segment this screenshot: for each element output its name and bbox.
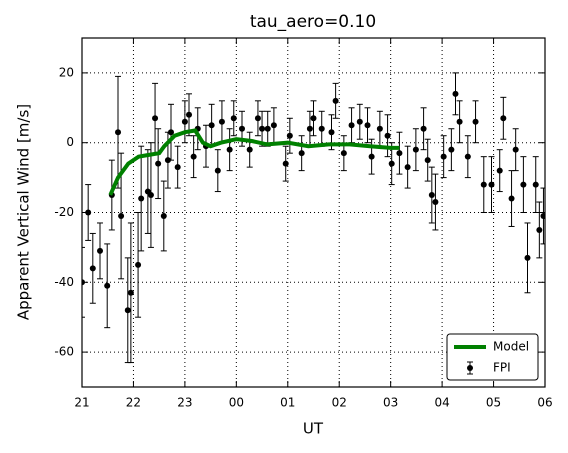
- data-point: [230, 115, 237, 122]
- data-point: [448, 146, 455, 153]
- data-point: [456, 118, 463, 125]
- data-point: [524, 254, 531, 261]
- data-point: [428, 192, 435, 199]
- x-tick-label: 03: [383, 396, 398, 410]
- data-point: [368, 153, 375, 160]
- data-point: [396, 150, 403, 157]
- data-point: [404, 164, 411, 171]
- data-point: [264, 125, 271, 132]
- data-point: [376, 125, 383, 132]
- data-point: [186, 111, 193, 118]
- data-point: [328, 129, 335, 136]
- y-axis-label: Apparent Vertical Wind [m/s]: [15, 104, 33, 320]
- data-point: [246, 146, 253, 153]
- data-point: [97, 247, 104, 254]
- data-point: [127, 289, 134, 296]
- data-point: [286, 132, 293, 139]
- x-tick-label: 06: [537, 396, 552, 410]
- data-point: [298, 150, 305, 157]
- y-tick-label: -40: [54, 275, 74, 289]
- data-point: [124, 307, 131, 314]
- data-point: [82, 279, 85, 286]
- data-point: [536, 226, 543, 233]
- legend-marker: [467, 365, 473, 371]
- data-point: [432, 199, 439, 206]
- data-point: [147, 192, 154, 199]
- data-point: [218, 118, 225, 125]
- x-tick-label: 02: [332, 396, 347, 410]
- data-point: [115, 129, 122, 136]
- data-point: [270, 122, 277, 129]
- data-point: [190, 153, 197, 160]
- data-point: [89, 265, 96, 272]
- data-point: [118, 212, 125, 219]
- data-point: [226, 146, 233, 153]
- data-point: [488, 181, 495, 188]
- chart-title: tau_aero=0.10: [250, 12, 376, 32]
- data-point: [160, 212, 167, 219]
- x-tick-label: 22: [126, 396, 141, 410]
- x-tick-label: 21: [74, 396, 89, 410]
- model-line: [108, 128, 400, 196]
- data-point: [384, 132, 391, 139]
- data-point: [104, 282, 111, 289]
- data-point: [452, 90, 459, 97]
- legend-label: Model: [493, 340, 529, 354]
- legend-label: FPI: [493, 361, 511, 375]
- data-point: [424, 157, 431, 164]
- x-tick-label: 01: [280, 396, 295, 410]
- data-point: [167, 129, 174, 136]
- data-point: [138, 195, 145, 202]
- data-point: [532, 181, 539, 188]
- x-tick-label: 23: [177, 396, 192, 410]
- x-tick-label: 05: [486, 396, 501, 410]
- data-point: [420, 125, 427, 132]
- data-point: [500, 115, 507, 122]
- data-point: [174, 164, 181, 171]
- plot-frame: [81, 37, 546, 388]
- data-point: [340, 150, 347, 157]
- data-point: [464, 153, 471, 160]
- x-axis-label: UT: [303, 420, 324, 438]
- data-point: [214, 167, 221, 174]
- data-point: [496, 167, 503, 174]
- data-point: [306, 125, 313, 132]
- y-tick-label: -20: [54, 205, 74, 219]
- data-point: [164, 157, 171, 164]
- data-point: [356, 118, 363, 125]
- data-point: [310, 115, 317, 122]
- data-point: [520, 181, 527, 188]
- data-point: [135, 261, 142, 268]
- data-point: [282, 160, 289, 167]
- data-point: [254, 115, 261, 122]
- data-point: [480, 181, 487, 188]
- data-point: [472, 118, 479, 125]
- data-point: [440, 153, 447, 160]
- data-point: [259, 125, 266, 132]
- y-tick-label: 20: [59, 65, 74, 79]
- y-tick-label: -60: [54, 345, 74, 359]
- data-point: [412, 146, 419, 153]
- data-point: [318, 125, 325, 132]
- data-point: [152, 115, 159, 122]
- x-tick-label: 04: [434, 396, 449, 410]
- data-point: [348, 122, 355, 129]
- data-point: [332, 97, 339, 104]
- data-point: [364, 122, 371, 129]
- data-point: [208, 122, 215, 129]
- data-point: [85, 209, 92, 216]
- y-tick-label: 0: [66, 135, 74, 149]
- data-point: [540, 212, 545, 219]
- data-point: [512, 146, 519, 153]
- data-point: [508, 195, 515, 202]
- x-tick-label: 00: [229, 396, 244, 410]
- data-point: [181, 118, 188, 125]
- data-point: [388, 160, 395, 167]
- data-point: [238, 125, 245, 132]
- data-point: [155, 160, 162, 167]
